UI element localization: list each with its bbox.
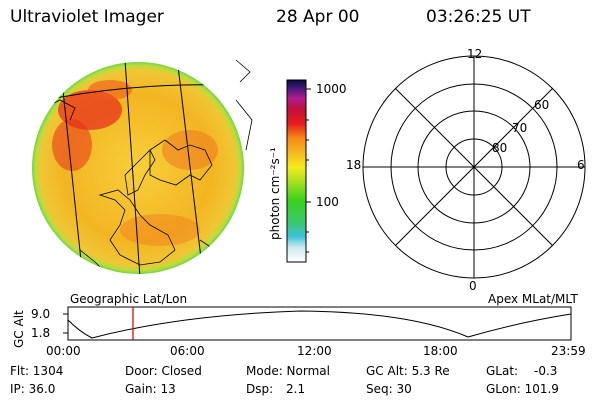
altitude-ytick-9: 9.0 <box>31 307 51 321</box>
altitude-plot <box>63 306 572 341</box>
uv-image-disk <box>32 59 253 274</box>
time-label: 03:26:25 UT <box>426 7 531 27</box>
status-mode: Mode: Normal <box>246 364 330 378</box>
polar-plot <box>362 55 586 279</box>
instrument-title: Ultraviolet Imager <box>10 7 164 27</box>
altitude-xtick-1200: 12:00 <box>297 344 332 358</box>
altitude-curve <box>67 310 572 339</box>
status-door: Door: Closed <box>125 364 202 378</box>
date-label: 28 Apr 00 <box>276 7 360 27</box>
mlt-label-12: 12 <box>467 47 483 61</box>
altitude-xtick-0000: 00:00 <box>46 344 81 358</box>
status-dsp-value: 2.1 <box>286 382 306 396</box>
status-glon: GLon: 101.9 <box>486 382 559 396</box>
status-glat-label: GLat: <box>486 364 519 378</box>
colorbar-tick-100: 100 <box>316 195 339 209</box>
altitude-ytick-1.8: 1.8 <box>31 326 51 340</box>
colorbar <box>286 79 311 263</box>
mlat-label-70: 70 <box>512 121 528 135</box>
mlt-label-18: 18 <box>346 158 362 172</box>
altitude-xtick-2359: 23:59 <box>551 344 586 358</box>
image-panel-label: Geographic Lat/Lon <box>70 292 188 306</box>
status-ip: IP: 36.0 <box>10 382 56 396</box>
polar-panel-label: Apex MLat/MLT <box>488 292 578 306</box>
status-seq: Seq: 30 <box>366 382 412 396</box>
status-gc-alt: GC Alt: 5.3 Re <box>366 364 450 378</box>
status-flight: Flt: 1304 <box>10 364 64 378</box>
altitude-xtick-0600: 06:00 <box>170 344 205 358</box>
colorbar-unit-label: photon cm⁻²s⁻¹ <box>268 147 282 240</box>
status-dsp-label: Dsp: <box>246 382 274 396</box>
colorbar-tick-1000: 1000 <box>316 82 347 96</box>
altitude-ylabel: GC Alt <box>12 310 26 348</box>
mlat-label-60: 60 <box>534 98 550 112</box>
altitude-xtick-1800: 18:00 <box>423 344 458 358</box>
mlat-label-80: 80 <box>492 141 508 155</box>
mlt-label-0: 0 <box>469 279 477 293</box>
status-glat-value: -0.3 <box>534 364 558 378</box>
mlt-label-6: 6 <box>577 158 585 172</box>
status-gain: Gain: 13 <box>125 382 176 396</box>
aurora-hotspots <box>32 62 244 274</box>
